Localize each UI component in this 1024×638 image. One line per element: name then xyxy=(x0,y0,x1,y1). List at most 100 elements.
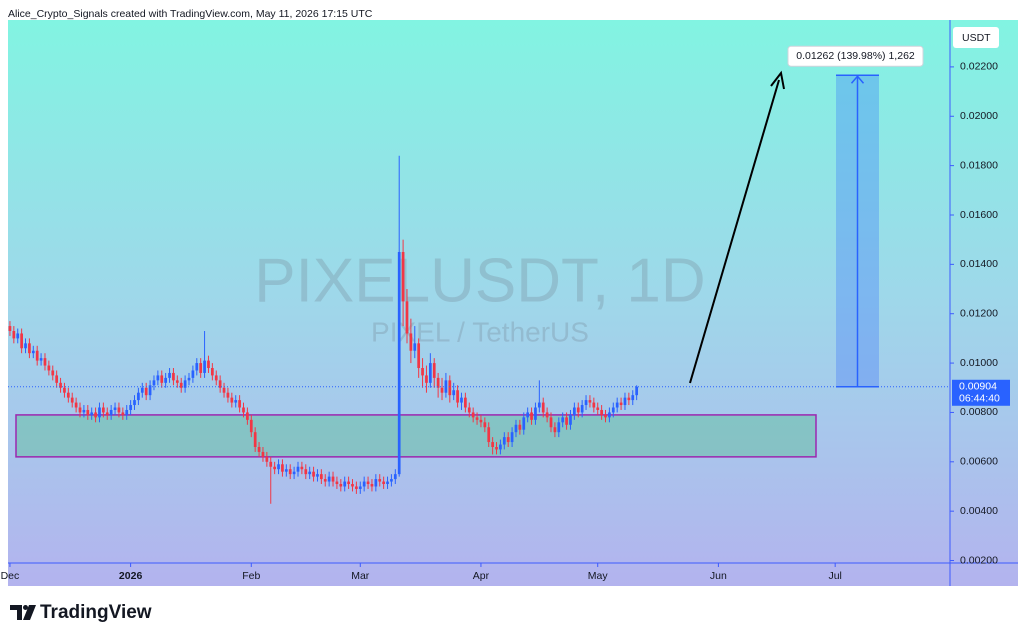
candle-body xyxy=(327,476,331,482)
candle-body xyxy=(43,358,47,366)
candle-body xyxy=(378,479,382,482)
currency-label: USDT xyxy=(962,32,991,44)
candle-body xyxy=(284,469,288,472)
candle-body xyxy=(358,486,362,489)
candle-body xyxy=(160,375,164,383)
x-tick-label: Dec xyxy=(1,570,20,582)
candle-body xyxy=(382,481,385,485)
candle-body xyxy=(172,372,175,381)
candle-body xyxy=(397,252,401,475)
candle-body xyxy=(573,407,576,415)
candle-body xyxy=(499,444,502,450)
candle-body xyxy=(269,461,273,467)
candle-body xyxy=(203,360,206,373)
candle-body xyxy=(366,481,370,485)
candle-body xyxy=(635,386,639,396)
candle-body xyxy=(460,397,463,403)
measure-label-box xyxy=(787,45,924,67)
candle-body xyxy=(355,486,358,489)
candle-body xyxy=(8,326,12,331)
candle-body xyxy=(253,432,257,447)
watermark-title: PIXELUSDT, 1D xyxy=(254,246,705,315)
candle-body xyxy=(514,424,518,433)
candle-body xyxy=(234,400,238,403)
candle-body xyxy=(619,402,623,406)
candle-body xyxy=(541,402,545,413)
candle-body xyxy=(526,412,530,418)
candle-body xyxy=(113,407,117,410)
candle-body xyxy=(133,400,136,406)
candle-body xyxy=(347,481,350,485)
candle-body xyxy=(440,387,444,393)
candle-body xyxy=(105,412,109,415)
candle-body xyxy=(55,375,59,383)
candle-body xyxy=(362,481,366,487)
candle-body xyxy=(117,407,121,413)
candle-body xyxy=(261,451,265,457)
candle-body xyxy=(405,301,409,334)
candle-body xyxy=(596,407,600,410)
chart-background xyxy=(8,20,1018,586)
candle-body xyxy=(31,350,35,354)
candle-body xyxy=(78,407,82,413)
candle-body xyxy=(464,397,467,408)
support-zone xyxy=(15,414,817,458)
candle-body xyxy=(467,407,471,413)
candle-body xyxy=(549,417,553,428)
projection-arrow xyxy=(689,79,780,384)
candle-body xyxy=(281,464,284,472)
candle-body xyxy=(456,390,459,403)
candle-body xyxy=(129,405,132,410)
candle-body xyxy=(242,407,245,413)
y-tick-label: 0.01600 xyxy=(960,209,998,221)
footer-brand: TradingView xyxy=(40,602,152,623)
candle-body xyxy=(428,363,432,383)
candle-body xyxy=(20,333,23,349)
candle-body xyxy=(125,409,129,415)
candle-body xyxy=(452,390,456,396)
candle-body xyxy=(339,484,343,487)
candle-body xyxy=(502,437,506,445)
candle-body xyxy=(140,387,144,393)
candle-body xyxy=(273,466,277,470)
candle-body xyxy=(592,402,596,408)
candle-body xyxy=(137,392,140,401)
candle-body xyxy=(537,402,541,408)
candle-body xyxy=(168,372,171,378)
candle-body xyxy=(191,370,195,378)
candle-body xyxy=(374,479,378,487)
candle-body xyxy=(479,419,483,423)
header-text: Alice_Crypto_Signals created with Tradin… xyxy=(8,8,373,20)
measure-arrowhead xyxy=(850,75,865,84)
candle-body xyxy=(623,397,627,406)
candle-body xyxy=(39,358,43,361)
x-tick-label: Jun xyxy=(710,570,727,582)
candle-body xyxy=(47,365,51,371)
candle-body xyxy=(28,343,31,354)
candle-body xyxy=(144,387,148,396)
candle-body xyxy=(121,412,125,415)
candle-body xyxy=(187,377,191,381)
candle-body xyxy=(246,412,249,420)
candle-body xyxy=(401,252,405,302)
candle-body xyxy=(588,400,592,403)
candle-body xyxy=(518,424,522,430)
y-tick-label: 0.00800 xyxy=(960,406,998,418)
candle-body xyxy=(12,330,16,339)
candle-body xyxy=(175,380,179,383)
y-tick-label: 0.00600 xyxy=(960,456,998,468)
candle-body xyxy=(210,368,214,376)
candle-body xyxy=(351,484,354,487)
candle-body xyxy=(179,382,183,388)
candle-body xyxy=(409,333,413,351)
y-tick-label: 0.00200 xyxy=(960,554,998,566)
candle-body xyxy=(471,412,475,418)
candle-body xyxy=(534,407,537,420)
candle-body xyxy=(195,363,199,371)
candle-body xyxy=(94,412,97,418)
measure-label: 0.01262 (139.98%) 1,262 xyxy=(796,50,915,62)
candle-body xyxy=(66,392,70,398)
y-tick-label: 0.01400 xyxy=(960,258,998,270)
x-tick-label: Jul xyxy=(828,570,841,582)
